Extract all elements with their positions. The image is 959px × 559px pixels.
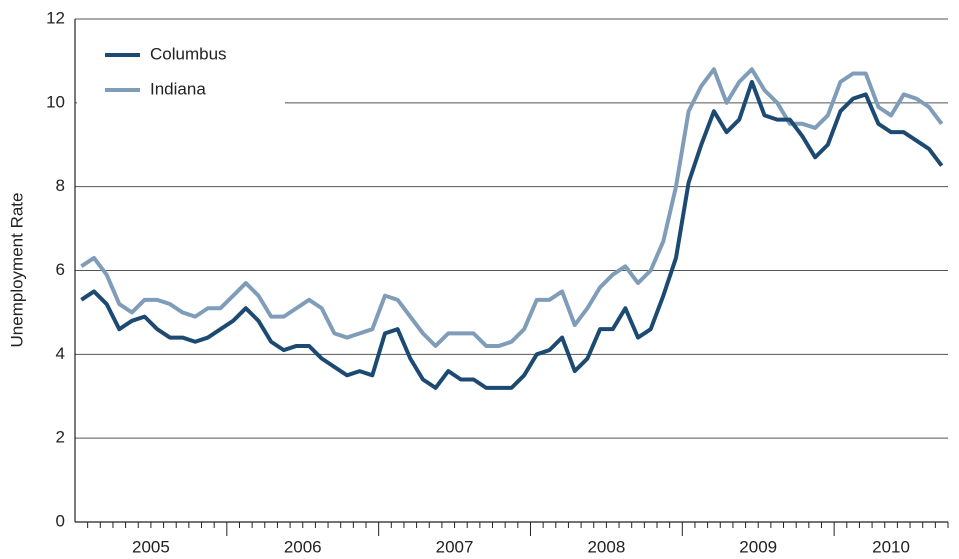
y-axis-label: Unemployment Rate	[7, 193, 26, 348]
legend-label: Columbus	[150, 44, 227, 63]
series-line	[80, 79, 944, 390]
y-tick-label: 2	[56, 428, 65, 447]
y-tick-label: 10	[46, 92, 65, 111]
y-tick-label: 0	[56, 511, 65, 530]
y-tick-label: 12	[46, 8, 65, 27]
x-tick-label: 2008	[587, 537, 625, 556]
x-tick-label: 2007	[436, 537, 474, 556]
y-tick-label: 8	[56, 176, 65, 195]
x-tick-label: 2005	[132, 537, 170, 556]
x-tick-label: 2010	[872, 537, 910, 556]
y-tick-label: 4	[56, 344, 65, 363]
series-line	[80, 67, 944, 348]
legend-label: Indiana	[150, 79, 206, 98]
legend-background	[77, 30, 285, 114]
x-tick-label: 2009	[739, 537, 777, 556]
x-tick-label: 2006	[284, 537, 322, 556]
y-tick-label: 6	[56, 260, 65, 279]
